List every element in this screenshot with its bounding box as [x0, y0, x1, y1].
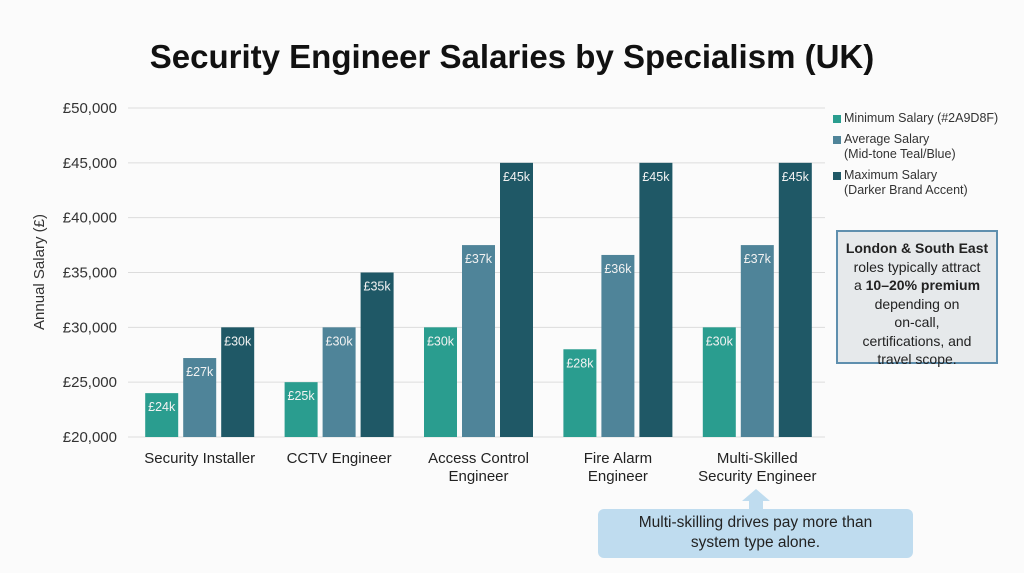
- legend-label: Minimum Salary (#2A9D8F): [844, 111, 999, 125]
- legend-label-sub: (Darker Brand Accent): [844, 183, 968, 197]
- legend: Minimum Salary (#2A9D8F) Average Salary(…: [833, 111, 998, 204]
- bar: [183, 358, 217, 437]
- legend-item-maximum: Maximum Salary (Darker Brand Accent): [833, 168, 998, 198]
- bar: [740, 245, 774, 437]
- bar: [500, 162, 533, 438]
- bar: [563, 349, 597, 437]
- bar: [462, 245, 495, 437]
- callout-arrow-stem: [749, 500, 763, 510]
- legend-item-minimum: Minimum Salary (#2A9D8F): [833, 111, 998, 126]
- bar-data-label: £36k: [604, 262, 632, 276]
- bar: [639, 162, 673, 438]
- bar: [702, 327, 736, 437]
- bar: [221, 327, 255, 437]
- callout-text: Multi-skilling drives pay more than: [638, 514, 873, 531]
- note-text: roles typically attract: [853, 258, 981, 275]
- legend-label-sub: (Mid-tone Teal/Blue): [844, 147, 956, 161]
- y-axis-label: Annual Salary (£): [31, 214, 48, 330]
- bar-data-label: £30k: [326, 334, 354, 348]
- y-tick-label: £20,000: [63, 429, 117, 446]
- bar-data-label: £37k: [465, 252, 493, 266]
- y-tick-label: £35,000: [63, 265, 117, 282]
- bar-data-label: £35k: [364, 280, 392, 294]
- x-tick-label: CCTV Engineer: [287, 450, 392, 467]
- bar-data-label: £30k: [427, 334, 455, 348]
- bar: [424, 327, 457, 437]
- note-bold-premium: 10–20% premium: [865, 277, 981, 293]
- legend-label: Average Salary: [844, 132, 930, 146]
- bar-data-label: £45k: [503, 170, 531, 184]
- bar: [145, 393, 179, 437]
- x-tick-label: Fire Alarm: [584, 450, 652, 467]
- note-bold-heading: London & South East: [845, 240, 989, 256]
- bar-data-label: £45k: [782, 170, 810, 184]
- x-tick-label: Engineer: [588, 468, 648, 485]
- bar-data-label: £37k: [744, 252, 772, 266]
- bar-data-label: £24k: [148, 400, 176, 414]
- y-tick-label: £50,000: [63, 100, 117, 117]
- y-tick-label: £45,000: [63, 155, 117, 172]
- bar: [284, 382, 318, 437]
- bar: [360, 272, 394, 437]
- bar-data-label: £28k: [566, 356, 594, 370]
- note-text: a: [853, 277, 866, 293]
- y-tick-label: £30,000: [63, 319, 117, 336]
- x-tick-label: Access Control: [428, 450, 529, 467]
- x-tick-label: Multi-Skilled: [717, 450, 798, 467]
- callout-text: system type alone.: [690, 534, 821, 551]
- legend-swatch-average: [833, 136, 841, 144]
- bar-data-label: £30k: [706, 334, 734, 348]
- legend-item-average: Average Salary (Mid-tone Teal/Blue): [833, 132, 998, 162]
- x-tick-label: Engineer: [448, 468, 508, 485]
- y-tick-label: £40,000: [63, 210, 117, 227]
- note-text: certifications, and: [862, 332, 972, 349]
- legend-swatch-maximum: [833, 172, 841, 180]
- note-text: travel scope.: [877, 351, 957, 367]
- y-tick-label: £25,000: [63, 374, 117, 391]
- london-premium-note: London & South East roles typically attr…: [836, 230, 998, 367]
- x-tick-label: Security Engineer: [698, 468, 816, 485]
- callout-arrow-icon: [742, 489, 770, 501]
- bar-data-label: £30k: [224, 334, 252, 348]
- bar: [601, 254, 635, 437]
- note-text: depending on: [874, 295, 960, 312]
- bar-data-label: £45k: [642, 170, 670, 184]
- bar-data-label: £25k: [288, 389, 316, 403]
- note-text: on-call,: [894, 314, 940, 330]
- multi-skilling-callout: Multi-skilling drives pay more than syst…: [598, 509, 913, 558]
- bar: [322, 327, 356, 437]
- chart-title: Security Engineer Salaries by Specialism…: [149, 38, 875, 75]
- bar: [778, 162, 812, 438]
- bar-data-label: £27k: [186, 365, 214, 379]
- x-tick-label: Security Installer: [144, 450, 255, 467]
- legend-swatch-minimum: [833, 115, 841, 123]
- legend-label: Maximum Salary: [844, 168, 938, 182]
